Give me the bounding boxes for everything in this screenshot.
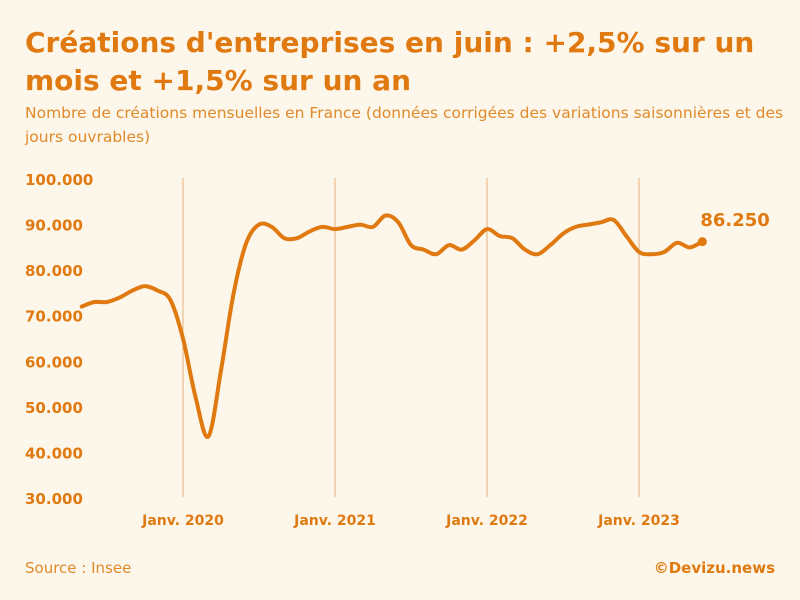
chart-title: Créations d'entreprises en juin : +2,5% … xyxy=(25,26,755,97)
x-tick-label: Janv. 2022 xyxy=(445,513,528,529)
y-tick-label: 80.000 xyxy=(25,262,83,280)
x-tick-label: Janv. 2023 xyxy=(597,513,680,529)
credit-logo: ©Devizu.news xyxy=(653,559,775,577)
chart-subtitle: Nombre de créations mensuelles en France… xyxy=(25,104,784,146)
y-tick-label: 60.000 xyxy=(25,353,83,371)
series-line xyxy=(79,213,705,439)
y-tick-label: 100.000 xyxy=(25,171,93,189)
y-axis: 100.000 90.000 80.000 70.000 60.000 50.000 40.… xyxy=(25,171,93,508)
y-tick-label: 70.000 xyxy=(25,308,83,326)
x-tick-label: Janv. 2020 xyxy=(141,513,224,529)
series: 86.250 xyxy=(79,210,770,439)
source-note: Source : Insee xyxy=(25,559,132,577)
y-tick-label: 40.000 xyxy=(25,444,83,462)
end-point-marker xyxy=(697,237,707,247)
x-tick-label: Janv. 2021 xyxy=(293,513,376,529)
y-tick-label: 90.000 xyxy=(25,217,83,235)
end-value-label: 86.250 xyxy=(700,210,769,231)
y-tick-label: 50.000 xyxy=(25,399,83,417)
y-tick-label: 30.000 xyxy=(25,490,83,508)
gridlines xyxy=(182,178,640,497)
x-axis: Janv. 2020 Janv. 2021 Janv. 2022 Janv. 2023 xyxy=(141,513,680,529)
